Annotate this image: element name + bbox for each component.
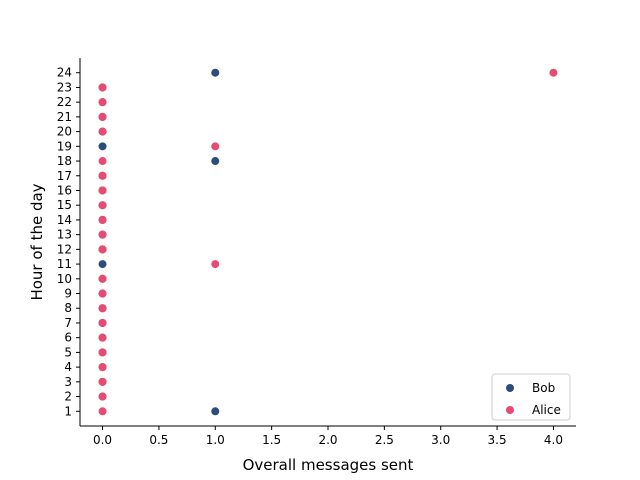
y-tick-label: 3 (64, 375, 72, 389)
legend-label-alice: Alice (532, 403, 561, 417)
point-alice (98, 157, 107, 166)
point-alice (98, 245, 107, 254)
scatter-points (98, 68, 558, 416)
y-tick-label: 16 (57, 183, 72, 197)
y-tick-label: 5 (64, 345, 72, 359)
y-tick-label: 4 (64, 360, 72, 374)
y-tick-label: 6 (64, 331, 72, 345)
point-alice (98, 318, 107, 327)
y-tick-label: 23 (57, 80, 72, 94)
legend-marker-alice (506, 406, 514, 414)
point-alice (98, 274, 107, 283)
x-tick-label: 3.0 (431, 433, 450, 447)
y-tick-label: 2 (64, 390, 72, 404)
legend-marker-bob (506, 384, 514, 392)
x-tick-label: 4.0 (544, 433, 563, 447)
point-alice (98, 112, 107, 121)
x-tick-label: 1.0 (206, 433, 225, 447)
point-alice (98, 348, 107, 357)
point-alice (549, 68, 558, 77)
point-alice (98, 230, 107, 239)
y-tick-label: 13 (57, 228, 72, 242)
x-axis-label: Overall messages sent (243, 456, 414, 474)
point-alice (98, 363, 107, 372)
x-axis-ticks: 0.0 0.5 1.0 1.5 2.0 2.5 3.0 3.5 4.0 (93, 426, 563, 447)
x-tick-label: 3.5 (488, 433, 507, 447)
y-tick-label: 10 (57, 272, 72, 286)
point-alice (98, 98, 107, 107)
legend-label-bob: Bob (532, 381, 555, 395)
point-bob (211, 157, 220, 166)
point-alice (98, 304, 107, 313)
y-tick-label: 7 (64, 316, 72, 330)
y-tick-label: 19 (57, 139, 72, 153)
point-bob (211, 407, 220, 416)
point-alice (211, 260, 220, 269)
y-tick-label: 17 (57, 169, 72, 183)
y-tick-label: 22 (57, 95, 72, 109)
y-tick-label: 1 (64, 404, 72, 418)
point-alice (98, 377, 107, 386)
point-alice (98, 171, 107, 180)
point-alice (98, 333, 107, 342)
x-tick-label: 0.0 (93, 433, 112, 447)
y-tick-label: 14 (57, 213, 72, 227)
point-bob (98, 260, 107, 269)
y-tick-label: 15 (57, 198, 72, 212)
x-tick-label: 2.0 (318, 433, 337, 447)
point-alice (98, 215, 107, 224)
y-axis-label: Hour of the day (28, 183, 46, 300)
y-tick-label: 18 (57, 154, 72, 168)
point-bob (211, 68, 220, 77)
x-tick-label: 0.5 (149, 433, 168, 447)
x-tick-label: 1.5 (262, 433, 281, 447)
y-tick-label: 8 (64, 301, 72, 315)
point-alice (211, 142, 220, 151)
point-alice (98, 201, 107, 210)
y-tick-label: 21 (57, 110, 72, 124)
x-tick-label: 2.5 (375, 433, 394, 447)
point-alice (98, 186, 107, 195)
y-tick-label: 11 (57, 257, 72, 271)
point-bob (98, 142, 107, 151)
point-alice (98, 127, 107, 136)
point-alice (98, 289, 107, 298)
y-tick-label: 24 (57, 66, 72, 80)
point-alice (98, 83, 107, 92)
point-alice (98, 392, 107, 401)
point-alice (98, 407, 107, 416)
y-tick-label: 12 (57, 242, 72, 256)
y-tick-label: 9 (64, 287, 72, 301)
legend: Bob Alice (491, 373, 571, 421)
y-tick-label: 20 (57, 125, 72, 139)
